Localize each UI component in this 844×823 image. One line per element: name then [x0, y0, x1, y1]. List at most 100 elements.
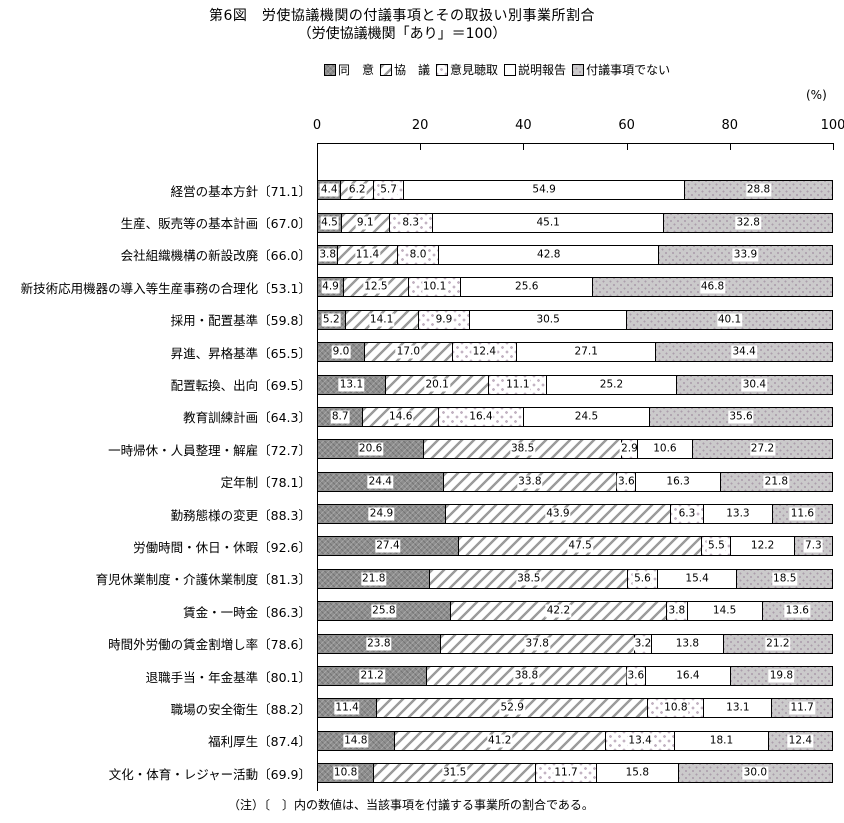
segment-value: 28.8: [745, 183, 772, 197]
bar-segment: 6.3: [669, 505, 703, 524]
segment-value: 38.5: [516, 572, 542, 586]
bar-segment: 19.8: [729, 667, 833, 686]
table-row: 経営の基本方針〔71.1〕 4.4 6.2 5.7 54.9 28.8: [0, 174, 844, 206]
segment-value: 33.8: [517, 475, 543, 489]
bar-segment: 13.6: [761, 602, 833, 621]
segment-value: 32.8: [735, 216, 761, 230]
table-row: 一時帰休・人員整理・解雇〔72.7〕 20.6 38.5 2.9 10.6 27.2: [0, 433, 844, 465]
bar-segment: 13.1: [703, 699, 772, 718]
bar-segment: 25.8: [318, 602, 450, 621]
bar-segment: 5.5: [701, 537, 731, 556]
stacked-bar: 4.9 12.5 10.1 25.6 46.8: [317, 277, 833, 298]
table-row: 文化・体育・レジャー活動〔69.9〕 10.8 31.5 11.7 15.8 30.0: [0, 757, 844, 789]
row-label: 退職手当・年金基準〔80.1〕: [145, 669, 311, 685]
segment-value: 20.1: [424, 378, 450, 392]
row-label: 昇進、昇格基準〔65.5〕: [170, 345, 311, 361]
segment-value: 38.8: [513, 669, 540, 683]
x-tick-label: 100: [820, 118, 844, 133]
segment-value: 4.4: [319, 183, 339, 197]
segment-value: 52.9: [499, 701, 525, 715]
segment-value: 8.7: [330, 410, 350, 424]
segment-value: 21.2: [359, 669, 385, 683]
bar-segment: 25.2: [546, 375, 676, 394]
row-label: 文化・体育・レジャー活動〔69.9〕: [108, 766, 311, 782]
bar-segment: 21.8: [318, 569, 430, 588]
table-row: 新技術応用機器の導入等生産事務の合理化〔53.1〕 4.9 12.5 10.1 25.6…: [0, 271, 844, 303]
stacked-bar: 23.8 37.8 3.2 13.8 21.2: [317, 633, 833, 654]
segment-value: 9.9: [434, 313, 454, 327]
bar-segment: 20.6: [318, 440, 424, 459]
segment-value: 23.8: [366, 637, 392, 651]
segment-value: 45.1: [535, 216, 561, 230]
segment-value: 3.6: [626, 669, 646, 683]
bar-segment: 14.5: [686, 602, 762, 621]
legend-swatch-icon: [436, 63, 449, 76]
segment-value: 11.4: [354, 248, 381, 262]
stacked-bar: 14.8 41.2 13.4 18.1 12.4: [317, 730, 833, 751]
segment-value: 42.8: [536, 248, 562, 262]
stacked-bar: 5.2 14.1 9.9 30.5 40.1: [317, 309, 833, 330]
bar-segment: 3.8: [318, 245, 338, 264]
stacked-bar: 13.1 20.1 11.1 25.2 30.4: [317, 374, 833, 395]
bar-segment: 3.6: [625, 667, 646, 686]
segment-value: 14.8: [343, 734, 369, 748]
bar-segment: 27.1: [516, 343, 656, 362]
legend-item-label: 協 議: [394, 63, 431, 77]
segment-value: 3.8: [667, 604, 687, 618]
bar-segment: 11.4: [337, 245, 397, 264]
row-label: 賃金・一時金〔86.3〕: [183, 604, 311, 620]
bar-segment: 2.9: [620, 440, 639, 459]
segment-value: 8.0: [408, 248, 428, 262]
segment-value: 41.2: [487, 734, 513, 748]
bar-segment: 10.8: [647, 699, 704, 718]
segment-value: 21.2: [765, 637, 791, 651]
segment-value: 34.4: [731, 345, 757, 359]
segment-value: 18.5: [772, 572, 798, 586]
bar-rows: 経営の基本方針〔71.1〕 4.4 6.2 5.7 54.9 28.8 生産、販売等の基本計…: [0, 174, 844, 789]
bar-segment: 11.7: [771, 699, 833, 718]
table-row: 賃金・一時金〔86.3〕 25.8 42.2 3.8 14.5 13.6: [0, 595, 844, 627]
segment-value: 15.4: [684, 572, 710, 586]
row-label: 時間外労働の賃金割増し率〔78.6〕: [108, 637, 311, 653]
segment-value: 13.8: [674, 637, 701, 651]
table-row: 生産、販売等の基本計画〔67.0〕 4.5 9.1 8.3 45.1 32.8: [0, 206, 844, 238]
bar-segment: 10.1: [407, 278, 461, 297]
bar-segment: 18.1: [674, 731, 768, 750]
segment-value: 16.4: [675, 669, 701, 683]
footnote: （注）〔 〕内の数値は、当該事項を付議する事業所の割合である。: [228, 798, 594, 812]
legend-item-label: 同 意: [338, 63, 375, 77]
segment-value: 12.4: [787, 734, 814, 748]
segment-value: 24.4: [367, 475, 393, 489]
stacked-bar: 27.4 47.5 5.5 12.2 7.3: [317, 536, 833, 557]
bar-segment: 16.3: [635, 472, 720, 491]
legend-swatch-icon: [504, 63, 517, 76]
bar-segment: 17.0: [363, 343, 452, 362]
row-label: 一時帰休・人員整理・解雇〔72.7〕: [108, 442, 311, 458]
x-tick-mark: [626, 143, 628, 150]
bar-segment: 43.9: [444, 505, 670, 524]
bar-segment: 11.7: [535, 764, 596, 783]
bar-segment: 37.8: [439, 634, 634, 653]
segment-value: 12.2: [749, 539, 776, 553]
bar-segment: 46.8: [592, 278, 832, 297]
bar-segment: 5.6: [627, 569, 657, 588]
bar-segment: 15.4: [656, 569, 737, 588]
bar-segment: 21.8: [719, 472, 832, 491]
segment-value: 13.6: [784, 604, 810, 618]
table-row: 福利厚生〔87.4〕 14.8 41.2 13.4 18.1 12.4: [0, 725, 844, 757]
row-label: 定年制〔78.1〕: [220, 475, 311, 491]
x-tick-mark: [420, 143, 422, 150]
stacked-bar: 11.4 52.9 10.8 13.1 11.7: [317, 698, 833, 719]
segment-value: 47.5: [567, 539, 593, 553]
segment-value: 40.1: [716, 313, 743, 327]
segment-value: 31.5: [441, 766, 468, 780]
x-axis-line: [317, 143, 834, 144]
bar-segment: 41.2: [393, 731, 605, 750]
bar-segment: 42.8: [438, 245, 658, 264]
segment-value: 14.1: [368, 313, 395, 327]
stacked-bar: 4.5 9.1 8.3 45.1 32.8: [317, 212, 833, 233]
row-label: 勤務態様の変更〔88.3〕: [170, 507, 311, 523]
bar-segment: 54.9: [403, 181, 685, 200]
segment-value: 25.8: [371, 604, 397, 618]
